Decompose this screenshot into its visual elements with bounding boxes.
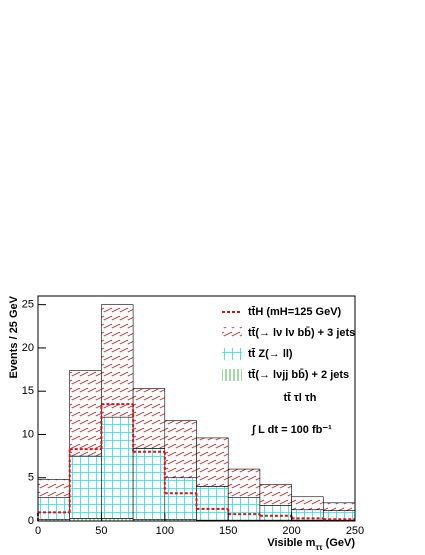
hist-bar	[37, 497, 71, 520]
hist-bar	[227, 497, 261, 521]
legend-swatch	[222, 327, 242, 339]
legend-swatch	[222, 369, 242, 381]
legend-label: tt̄(→ lνjj bb̄) + 2 jets	[248, 369, 349, 381]
x-tick-label: 150	[219, 525, 237, 537]
y-tick-label: 20	[22, 342, 34, 354]
legend-label: tt̄(→ lν lν bb̄) + 3 jets	[248, 327, 355, 339]
hist-bar	[101, 416, 134, 519]
x-axis-label-part: (GeV)	[323, 537, 356, 549]
x-axis-label-part: ττ	[315, 543, 323, 550]
legend-label: tt̄H (mH=125 GeV)	[248, 306, 342, 318]
hist-bar	[37, 479, 71, 498]
y-tick-label: 0	[28, 515, 34, 527]
hist-bar	[101, 304, 134, 418]
hist-bar	[259, 505, 292, 521]
hist-bar	[196, 486, 229, 521]
x-tick-label: 250	[346, 525, 364, 537]
legend-label: tt̄ Z(→ ll)	[248, 348, 293, 360]
hist-bar	[259, 484, 292, 506]
y-axis-label: Events / 25 GeV	[8, 295, 20, 378]
x-tick-label: 100	[156, 525, 174, 537]
hist-bar	[322, 502, 356, 511]
legend-swatch	[222, 348, 242, 360]
x-tick-label: 0	[35, 525, 41, 537]
hist-bar	[69, 370, 102, 457]
annotation: tt̄ τl τh	[283, 392, 316, 404]
x-tick-label: 50	[95, 525, 107, 537]
hist-bar	[164, 477, 197, 520]
x-axis-label-part: Visible m	[267, 537, 315, 549]
annotation: ∫ L dt = 100 fb⁻¹	[251, 424, 332, 436]
y-tick-label: 15	[22, 385, 34, 397]
y-tick-label: 5	[28, 472, 34, 484]
hist-bar	[196, 437, 229, 487]
x-tick-label: 200	[282, 525, 300, 537]
hist-bar	[132, 448, 166, 520]
x-axis-label: Visible mττ (GeV)	[267, 537, 355, 550]
hist-bar	[132, 388, 166, 449]
hist-bar	[291, 496, 324, 511]
hist-bar	[69, 455, 102, 519]
hist-bar	[227, 468, 261, 498]
hist-bar	[164, 420, 197, 479]
y-tick-label: 25	[22, 299, 34, 311]
y-tick-label: 10	[22, 428, 34, 440]
plot-frame	[37, 295, 356, 522]
